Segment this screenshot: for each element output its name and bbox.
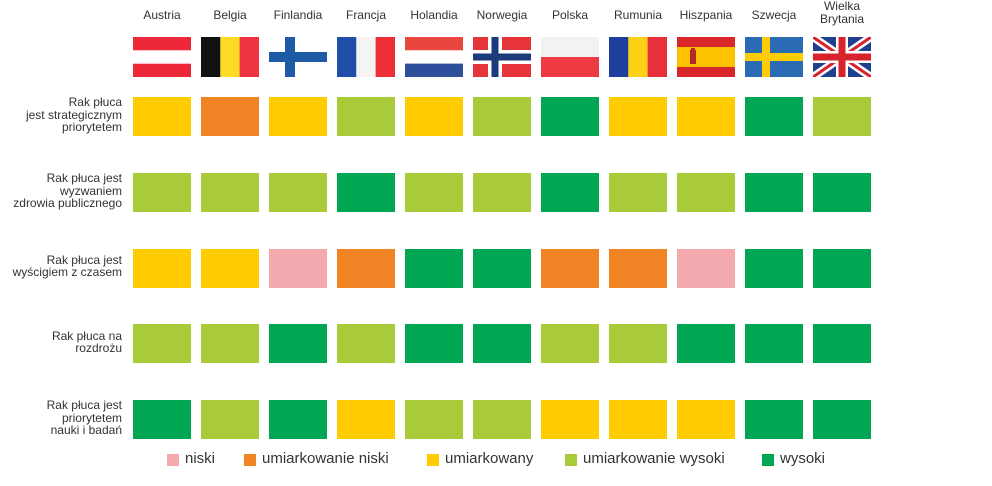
row-label: Rak płuca na rozdrożu — [51, 328, 122, 355]
legend-swatch — [244, 454, 256, 466]
heatmap-cell — [473, 249, 531, 288]
heatmap-cell — [813, 324, 871, 363]
heatmap-cell — [337, 97, 395, 136]
row-label: Rak płuca jest wyścigiem z czasem — [12, 252, 122, 279]
heatmap-cell — [677, 324, 735, 363]
spain-flag — [677, 37, 735, 77]
legend-label: umiarkowany — [445, 450, 534, 467]
heatmap-cell — [813, 249, 871, 288]
heatmap-cell — [745, 173, 803, 212]
heatmap-cell — [133, 324, 191, 363]
country-label: Holandia — [410, 8, 458, 22]
heatmap-cell — [269, 173, 327, 212]
heatmap-cell — [201, 400, 259, 439]
heatmap-cell — [745, 97, 803, 136]
legend-label: niski — [185, 450, 216, 467]
france-flag — [337, 37, 395, 77]
heatmap-cell — [541, 324, 599, 363]
legend-swatch — [427, 454, 439, 466]
heatmap-cell — [405, 324, 463, 363]
country-label: Wielka Brytania — [819, 0, 865, 26]
belgium-flag — [201, 37, 259, 77]
heatmap-cell — [677, 249, 735, 288]
heatmap-cell — [201, 97, 259, 136]
heatmap-cell — [677, 97, 735, 136]
legend-swatch — [762, 454, 774, 466]
country-label: Rumunia — [613, 8, 663, 22]
country-label: Belgia — [213, 8, 247, 22]
heatmap-cell — [405, 249, 463, 288]
heatmap-cell — [337, 249, 395, 288]
romania-flag — [609, 37, 667, 77]
united-kingdom-flag — [810, 33, 874, 81]
heatmap-cell — [337, 173, 395, 212]
heatmap-cell — [269, 249, 327, 288]
country-label: Francja — [345, 8, 386, 22]
heatmap-cell — [745, 400, 803, 439]
heatmap-cell — [813, 400, 871, 439]
country-label: Hiszpania — [679, 8, 733, 22]
country-label: Szwecja — [751, 8, 797, 22]
heatmap-cell — [337, 324, 395, 363]
heatmap-cell — [201, 173, 259, 212]
heatmap-cell — [133, 400, 191, 439]
country-label: Finlandia — [273, 8, 323, 22]
heatmap-cell — [541, 97, 599, 136]
finland-flag — [269, 37, 327, 77]
poland-flag — [541, 37, 599, 77]
sweden-flag — [745, 37, 803, 77]
heatmap-cell — [337, 400, 395, 439]
legend: niski umiarkowanie niski umiarkowany umiark… — [0, 449, 992, 469]
row-label: Rak płuca jest strategicznym priorytetem — [25, 95, 122, 135]
heatmap-cell — [133, 249, 191, 288]
heatmap-cell — [813, 97, 871, 136]
country-label: Austria — [143, 8, 181, 22]
netherlands-flag — [405, 37, 463, 77]
heatmap-cell — [269, 97, 327, 136]
heatmap-cell — [677, 400, 735, 439]
legend-label: umiarkowanie wysoki — [583, 450, 725, 467]
heatmap-cell — [405, 97, 463, 136]
row-label: Rak płuca jest priorytetem nauki i badań — [46, 398, 122, 438]
heatmap-cell — [813, 173, 871, 212]
heatmap-cell — [609, 97, 667, 136]
norway-flag — [473, 37, 531, 77]
heatmap-cell — [745, 249, 803, 288]
austria-flag — [133, 37, 191, 77]
heatmap-cell — [609, 400, 667, 439]
heatmap-cell — [133, 97, 191, 136]
row-label: Rak płuca jest wyzwaniem zdrowia publiczne… — [13, 171, 122, 211]
heatmap-cell — [269, 400, 327, 439]
heatmap-cell — [541, 173, 599, 212]
legend-swatch — [565, 454, 577, 466]
heatmap-cell — [473, 173, 531, 212]
heatmap-cell — [745, 324, 803, 363]
heatmap-cell — [201, 324, 259, 363]
legend-label: umiarkowanie niski — [262, 450, 389, 467]
heatmap-cell — [473, 97, 531, 136]
heatmap-cell — [405, 400, 463, 439]
legend-swatch — [167, 454, 179, 466]
heatmap-cell — [677, 173, 735, 212]
heatmap-cell — [133, 173, 191, 212]
heatmap-cell — [541, 400, 599, 439]
heatmap-cell — [473, 400, 531, 439]
heatmap-cell — [609, 324, 667, 363]
country-label: Polska — [551, 8, 589, 22]
heatmap-cell — [473, 324, 531, 363]
country-label: Norwegia — [476, 8, 528, 22]
heatmap-cell — [269, 324, 327, 363]
heatmap-cell — [541, 249, 599, 288]
heatmap-cell — [201, 249, 259, 288]
heatmap-cell — [405, 173, 463, 212]
heatmap-cell — [609, 249, 667, 288]
heatmap-cell — [609, 173, 667, 212]
legend-label: wysoki — [780, 450, 826, 467]
